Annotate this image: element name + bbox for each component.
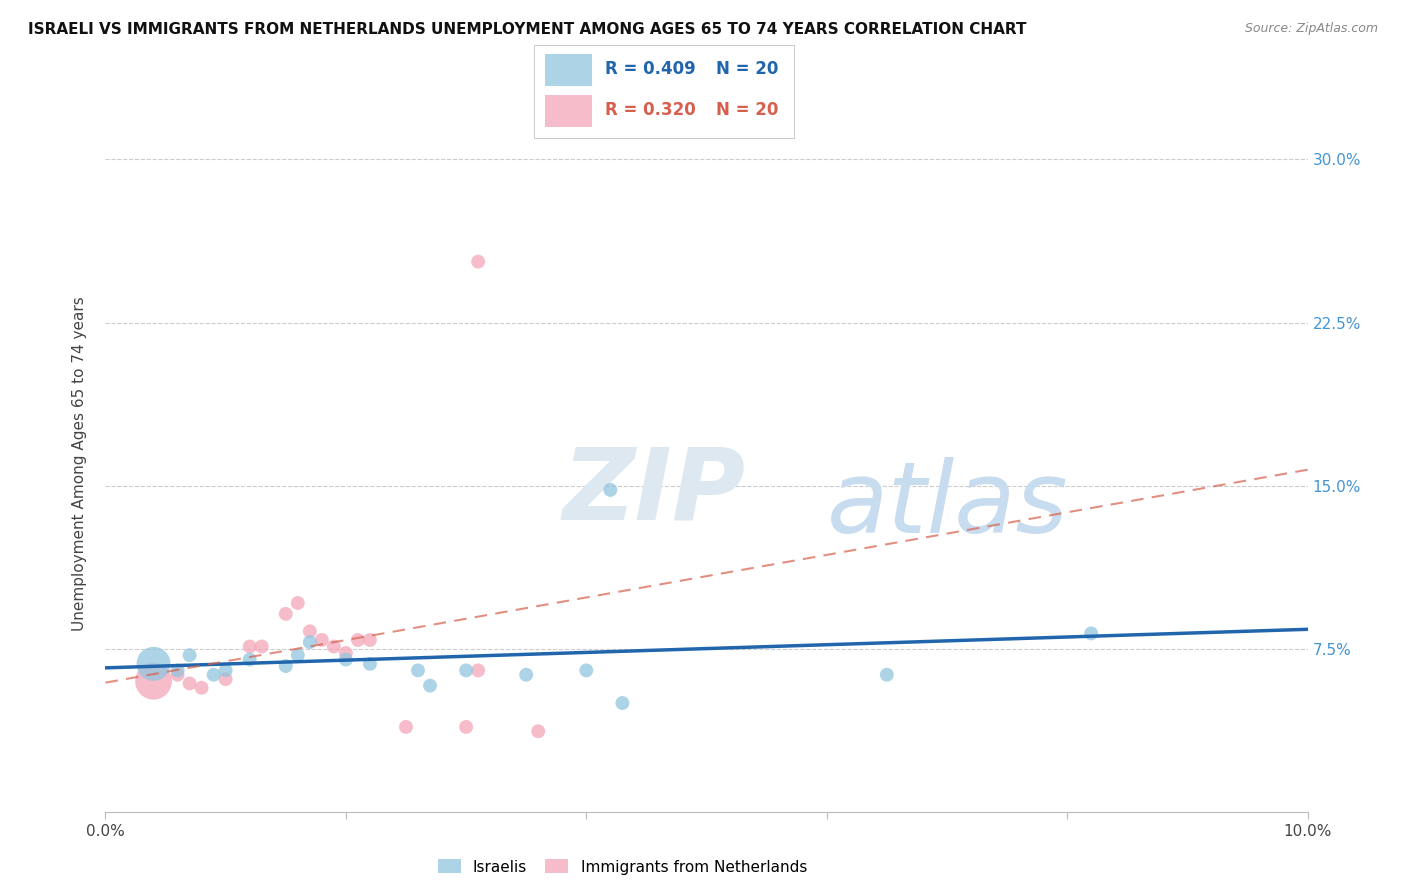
Point (322, 640, 344, 654)
Text: N = 20: N = 20 (716, 60, 779, 78)
Text: atlas: atlas (827, 457, 1069, 554)
Point (298, 624, 321, 639)
Point (335, 646, 357, 660)
Point (166, 667, 188, 681)
Point (142, 657, 165, 671)
Text: ZIP: ZIP (562, 443, 745, 541)
Bar (544, 95, 592, 127)
Point (599, 483, 621, 497)
Point (298, 635, 321, 649)
Point (239, 652, 262, 666)
Legend: Israelis, Immigrants from Netherlands: Israelis, Immigrants from Netherlands (432, 854, 813, 880)
Point (287, 648, 309, 662)
Text: R = 0.409: R = 0.409 (605, 60, 695, 78)
Point (1080, 626, 1102, 640)
Point (179, 676, 201, 690)
Point (406, 664, 429, 678)
Point (179, 648, 201, 662)
Bar (544, 54, 592, 86)
Point (515, 667, 537, 681)
Point (287, 596, 309, 610)
Point (190, 681, 212, 695)
Point (612, 696, 634, 710)
Point (395, 720, 418, 734)
Point (142, 674, 165, 689)
Point (202, 667, 225, 681)
Point (347, 632, 370, 647)
Point (250, 640, 273, 654)
Point (239, 640, 262, 654)
Point (467, 254, 489, 268)
Point (454, 720, 477, 734)
Point (876, 667, 898, 681)
Point (274, 607, 297, 621)
Text: R = 0.320: R = 0.320 (605, 101, 695, 120)
Point (311, 632, 333, 647)
Point (419, 679, 441, 693)
Point (335, 652, 357, 666)
Point (527, 724, 550, 739)
Point (214, 672, 236, 686)
Point (467, 664, 489, 678)
Point (274, 659, 297, 673)
Text: N = 20: N = 20 (716, 101, 779, 120)
Point (575, 664, 598, 678)
Point (359, 657, 381, 671)
Text: ISRAELI VS IMMIGRANTS FROM NETHERLANDS UNEMPLOYMENT AMONG AGES 65 TO 74 YEARS CO: ISRAELI VS IMMIGRANTS FROM NETHERLANDS U… (28, 22, 1026, 37)
Y-axis label: Unemployment Among Ages 65 to 74 years: Unemployment Among Ages 65 to 74 years (72, 296, 87, 632)
Point (454, 664, 477, 678)
Text: Source: ZipAtlas.com: Source: ZipAtlas.com (1244, 22, 1378, 36)
Point (166, 664, 188, 678)
Point (214, 664, 236, 678)
Point (359, 632, 381, 647)
